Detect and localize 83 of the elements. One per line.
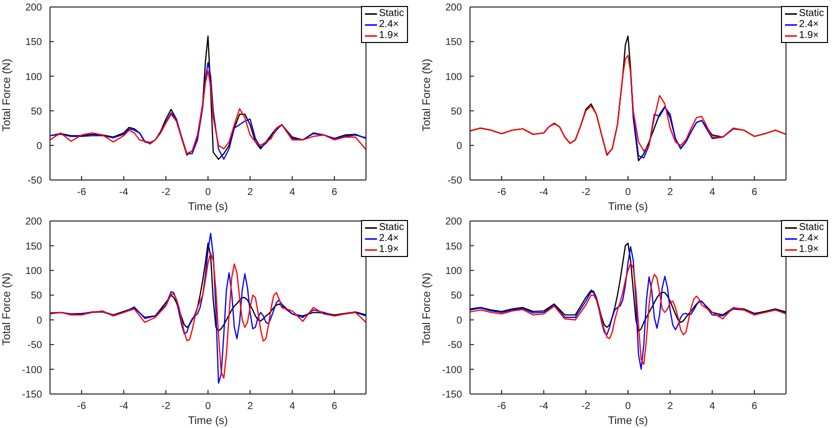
line-series xyxy=(470,262,786,365)
legend-label: 1.9× xyxy=(378,30,399,41)
y-tick-label: 150 xyxy=(25,241,42,252)
y-tick-label: 100 xyxy=(25,72,42,83)
x-tick-label: -4 xyxy=(539,401,549,412)
y-tick-label: 0 xyxy=(36,140,42,152)
x-tick-label: -2 xyxy=(161,187,171,198)
legend-label: 1.9× xyxy=(798,244,819,255)
y-tick-label: 200 xyxy=(445,2,462,14)
y-tick-label: 200 xyxy=(25,216,42,228)
x-tick-label: -6 xyxy=(77,401,86,412)
legend-label: Static xyxy=(798,222,824,233)
x-tick-label: 4 xyxy=(709,187,716,198)
x-tick-label: 6 xyxy=(752,187,758,198)
x-tick-label: 6 xyxy=(332,187,338,198)
x-tick-label: 0 xyxy=(205,401,212,412)
y-axis-title: Total Force (N) xyxy=(420,58,433,132)
line-series xyxy=(470,54,786,155)
x-tick-label: 2 xyxy=(667,187,674,198)
x-tick-label: -6 xyxy=(497,187,506,198)
y-tick-label: -150 xyxy=(442,390,462,401)
y-tick-label: 150 xyxy=(25,37,42,48)
x-axis-title: Time (s) xyxy=(608,201,648,213)
legend-label: 2.4× xyxy=(798,233,819,244)
y-tick-label: -100 xyxy=(22,364,42,376)
y-tick-label: 100 xyxy=(25,266,42,277)
y-tick-label: -50 xyxy=(448,340,462,352)
y-tick-label: -50 xyxy=(28,340,42,352)
y-tick-label: 150 xyxy=(445,241,462,252)
legend-label: 1.9× xyxy=(798,30,819,41)
x-tick-label: -2 xyxy=(581,187,591,198)
x-tick-label: 6 xyxy=(332,401,338,412)
y-tick-label: 50 xyxy=(30,290,42,302)
legend-label: Static xyxy=(378,8,404,19)
x-tick-label: -6 xyxy=(77,187,86,198)
y-axis-title: Total Force (N) xyxy=(0,58,13,132)
x-tick-label: 2 xyxy=(247,187,254,198)
x-axis-title: Time (s) xyxy=(188,415,228,427)
legend-label: Static xyxy=(798,8,824,19)
x-tick-label: -4 xyxy=(539,187,549,198)
line-series xyxy=(50,242,366,332)
x-tick-label: -4 xyxy=(119,401,129,412)
x-tick-label: -2 xyxy=(161,401,171,412)
x-tick-label: 6 xyxy=(752,401,758,412)
x-tick-label: -6 xyxy=(497,401,506,412)
x-tick-label: 4 xyxy=(289,187,296,198)
y-tick-label: 0 xyxy=(456,315,462,326)
y-tick-label: -50 xyxy=(448,176,462,187)
x-tick-label: 4 xyxy=(289,401,296,412)
y-tick-label: 100 xyxy=(445,266,462,277)
y-tick-label: 200 xyxy=(25,2,42,14)
y-tick-label: -150 xyxy=(22,390,42,401)
y-tick-label: 50 xyxy=(450,106,462,118)
x-axis-title: Time (s) xyxy=(608,415,648,427)
x-tick-label: -4 xyxy=(119,187,129,198)
y-tick-label: 0 xyxy=(456,140,462,152)
legend-label: 2.4× xyxy=(378,19,399,30)
line-series xyxy=(470,246,786,370)
y-tick-label: 150 xyxy=(445,37,462,48)
line-series xyxy=(50,232,366,384)
legend-label: 2.4× xyxy=(798,19,819,30)
y-tick-label: 100 xyxy=(445,72,462,83)
legend-label: Static xyxy=(378,222,404,233)
y-tick-label: -50 xyxy=(28,176,42,187)
y-tick-label: 0 xyxy=(36,315,42,326)
x-tick-label: 2 xyxy=(667,401,674,412)
x-tick-label: 2 xyxy=(247,401,254,412)
x-tick-label: 0 xyxy=(205,187,212,198)
legend-label: 2.4× xyxy=(378,233,399,244)
y-axis-title: Total Force (N) xyxy=(420,272,433,346)
x-tick-label: 0 xyxy=(625,187,632,198)
legend-label: 1.9× xyxy=(378,244,399,255)
y-tick-label: 50 xyxy=(450,290,462,302)
line-series xyxy=(50,252,366,379)
y-tick-label: 50 xyxy=(30,106,42,118)
x-tick-label: 4 xyxy=(709,401,716,412)
x-tick-label: -2 xyxy=(581,401,591,412)
line-series xyxy=(470,242,786,332)
y-axis-title: Total Force (N) xyxy=(0,272,13,346)
x-axis-title: Time (s) xyxy=(188,201,228,213)
y-tick-label: -100 xyxy=(442,364,462,376)
x-tick-label: 0 xyxy=(625,401,632,412)
y-tick-label: 200 xyxy=(445,216,462,228)
